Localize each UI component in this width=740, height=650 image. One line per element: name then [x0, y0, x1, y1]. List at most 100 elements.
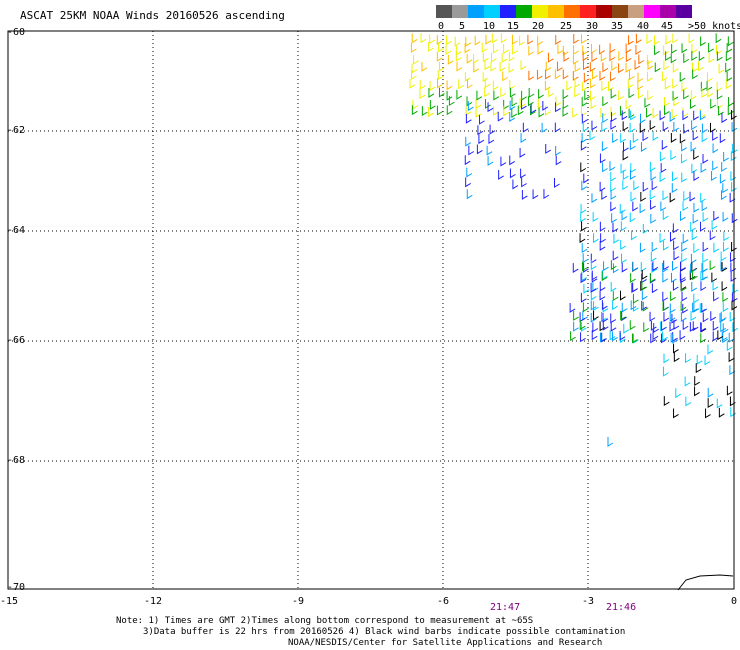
wind-barb: [693, 110, 699, 121]
wind-barb: [528, 70, 535, 81]
wind-barb: [623, 323, 630, 334]
wind-barb: [682, 201, 689, 212]
wind-barb: [652, 330, 659, 341]
wind-barb: [482, 72, 489, 83]
wind-barb: [693, 302, 700, 313]
wind-barb: [580, 273, 587, 284]
wind-barb: [562, 45, 569, 56]
lat-label: -60: [7, 27, 25, 38]
wind-barb: [695, 363, 702, 374]
longitude-labels: -15 -12 -9 -6 -3 0: [0, 596, 737, 607]
wind-barb: [428, 87, 435, 98]
wind-barb: [612, 331, 618, 342]
wind-barb: [465, 113, 472, 124]
wind-barb: [712, 331, 719, 342]
wind-barb: [672, 62, 679, 73]
wind-barb: [649, 272, 656, 283]
wind-barb: [672, 223, 679, 234]
wind-barb: [692, 69, 698, 80]
wind-barb: [583, 173, 590, 184]
legend-label: 40: [637, 21, 649, 32]
wind-barb: [610, 282, 617, 292]
wind-barb: [490, 61, 497, 72]
wind-barb: [599, 153, 606, 164]
wind-barb: [659, 110, 666, 121]
wind-barb: [731, 110, 737, 120]
wind-barb: [600, 107, 607, 118]
wind-barb: [690, 222, 696, 232]
wind-barb: [590, 282, 597, 293]
wind-barb: [690, 99, 696, 110]
wind-barb: [509, 100, 516, 111]
wind-barb: [719, 133, 726, 144]
wind-barb: [456, 89, 463, 100]
wind-barb: [583, 72, 590, 83]
wind-barb: [579, 233, 586, 244]
wind-barb: [602, 162, 608, 173]
wind-barb: [681, 242, 688, 252]
wind-barb: [619, 203, 626, 214]
wind-barb: [690, 311, 697, 322]
wind-barb: [620, 221, 627, 232]
wind-barb: [581, 34, 587, 44]
wind-barb: [622, 150, 629, 161]
wind-barb: [630, 300, 637, 311]
wind-barb: [707, 398, 714, 409]
wind-barb: [700, 192, 706, 203]
wind-barb: [590, 300, 597, 311]
wind-barb: [680, 312, 687, 322]
wind-barb: [729, 396, 736, 407]
wind-barb: [563, 51, 570, 62]
wind-barb: [672, 333, 679, 344]
wind-barb: [646, 34, 653, 44]
wind-barb: [632, 261, 639, 272]
wind-barb: [721, 162, 727, 172]
wind-barb: [693, 171, 700, 182]
wind-barb: [639, 123, 646, 133]
wind-barb: [651, 180, 658, 191]
wind-barb: [421, 106, 428, 117]
wind-barb: [455, 51, 462, 62]
wind-barb: [708, 42, 714, 53]
wind-barb: [629, 212, 636, 223]
wind-barb: [519, 147, 526, 158]
wind-barb: [628, 70, 635, 81]
wind-barb: [731, 182, 737, 193]
wind-barb: [601, 190, 608, 200]
wind-barb: [574, 62, 581, 73]
wind-barb: [681, 153, 687, 164]
wind-barb: [722, 183, 729, 194]
wind-barb: [730, 171, 737, 182]
wind-barb: [671, 313, 678, 324]
wind-barb: [411, 105, 418, 116]
wind-barb: [679, 133, 686, 144]
wind-barb: [599, 221, 606, 232]
wind-barb: [592, 212, 599, 223]
wind-barb: [702, 212, 709, 223]
wind-barb: [445, 45, 452, 55]
wind-barb: [664, 79, 671, 90]
wind-barb: [538, 89, 544, 99]
wind-barb: [446, 105, 453, 116]
wind-barb: [622, 180, 629, 191]
wind-barb: [599, 332, 606, 343]
wind-barb: [700, 281, 707, 292]
wind-barb: [642, 301, 649, 312]
wind-barb: [621, 262, 628, 273]
wind-barb: [713, 210, 720, 221]
wind-barb: [641, 300, 647, 311]
legend-label: 30: [586, 21, 598, 32]
wind-barb: [691, 120, 697, 131]
wind-barb: [491, 33, 498, 44]
wind-barb: [662, 331, 668, 342]
wind-barb: [630, 273, 636, 283]
wind-barb: [662, 262, 668, 273]
legend-swatch: [484, 5, 500, 18]
wind-barb: [700, 333, 707, 344]
wind-barb: [621, 302, 628, 313]
wind-barb: [650, 333, 657, 344]
wind-barb: [467, 101, 474, 112]
wind-barb: [702, 253, 709, 263]
wind-barb: [490, 52, 497, 63]
wind-barb: [706, 81, 713, 92]
